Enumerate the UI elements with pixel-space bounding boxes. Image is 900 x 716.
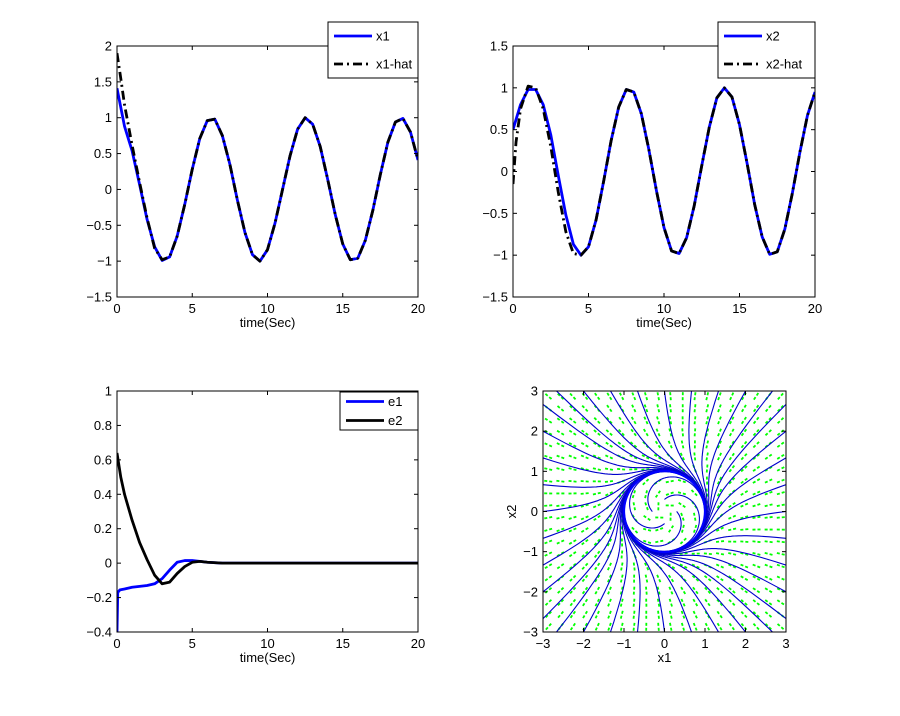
y-tick-label: −0.2 (86, 590, 112, 605)
x-tick-label: 0 (509, 301, 516, 316)
y-tick-label: 1.5 (94, 74, 112, 89)
y-tick-label: 0.5 (94, 146, 112, 161)
legend-label: x2 (766, 29, 780, 44)
x-tick-label: 15 (336, 301, 350, 316)
x-tick-label: 10 (260, 301, 274, 316)
y-tick-label: 0 (501, 164, 508, 179)
legend-label: x1 (376, 29, 390, 44)
legend: x2 x2-hat (718, 22, 815, 78)
y-tick-label: 1.5 (490, 39, 508, 54)
x-tick-label: 2 (742, 636, 749, 651)
x-tick-label: 1 (701, 636, 708, 651)
x-tick-label: 5 (189, 636, 196, 651)
plot-area (543, 391, 786, 632)
x-axis-label: time(Sec) (240, 650, 296, 665)
y-tick-label: −1.5 (482, 290, 508, 305)
y-tick-label: −0.5 (86, 218, 112, 233)
y-tick-label: −1 (97, 254, 112, 269)
x-tick-label: 20 (411, 301, 425, 316)
x-tick-label: 20 (808, 301, 822, 316)
x-axis-label: x1 (658, 650, 672, 665)
x-tick-label: −2 (576, 636, 591, 651)
y-tick-label: −2 (523, 584, 538, 599)
y-tick-label: 0 (531, 504, 538, 519)
y-tick-label: 1 (105, 110, 112, 125)
y-tick-label: 0 (105, 182, 112, 197)
y-tick-label: −1 (523, 544, 538, 559)
x-axis-label: time(Sec) (240, 315, 296, 330)
legend-label: x2-hat (766, 57, 803, 72)
y-tick-label: 2 (531, 424, 538, 439)
x-axis-label: time(Sec) (636, 315, 692, 330)
legend-label: e1 (388, 394, 402, 409)
x-tick-label: 10 (657, 301, 671, 316)
y-tick-label: 3 (531, 384, 538, 399)
x-tick-label: 5 (585, 301, 592, 316)
y-tick-label: 0.2 (94, 521, 112, 536)
legend-label: e2 (388, 413, 402, 428)
y-tick-label: 0.4 (94, 487, 112, 502)
x-tick-label: 5 (189, 301, 196, 316)
y-tick-label: 1 (531, 464, 538, 479)
y-tick-label: 2 (105, 39, 112, 54)
y-tick-label: −3 (523, 625, 538, 640)
x-tick-label: 0 (113, 636, 120, 651)
x-tick-label: 10 (260, 636, 274, 651)
x-tick-label: 20 (411, 636, 425, 651)
legend-label: x1-hat (376, 57, 413, 72)
y-tick-label: 1 (501, 80, 508, 95)
legend-box (340, 392, 418, 430)
legend: x1 x1-hat (328, 22, 418, 78)
y-tick-label: 0.5 (490, 122, 508, 137)
x-tick-label: 0 (113, 301, 120, 316)
x-tick-label: 3 (782, 636, 789, 651)
x-tick-label: 0 (661, 636, 668, 651)
y-tick-label: 1 (105, 384, 112, 399)
y-tick-label: −0.4 (86, 625, 112, 640)
x-tick-label: 15 (732, 301, 746, 316)
y-tick-label: −0.5 (482, 206, 508, 221)
y-tick-label: 0 (105, 556, 112, 571)
y-tick-label: 0.6 (94, 452, 112, 467)
y-axis-label: x2 (504, 505, 519, 519)
y-tick-label: −1 (493, 248, 508, 263)
plot-panel-2: 0 5 10 15 20 −1.5 −1 −0.5 0 0.5 1 1.5 time(Sec) x2 x2-… (482, 22, 822, 330)
y-tick-label: 0.8 (94, 418, 112, 433)
x-tick-label: −1 (617, 636, 632, 651)
y-tick-label: −1.5 (86, 290, 112, 305)
plot-panel-3: 0 5 10 15 20 −0.4 −0.2 0 0.2 0.4 0.6 0.8 1 time(Sec) e… (86, 384, 425, 666)
x-tick-label: 15 (336, 636, 350, 651)
